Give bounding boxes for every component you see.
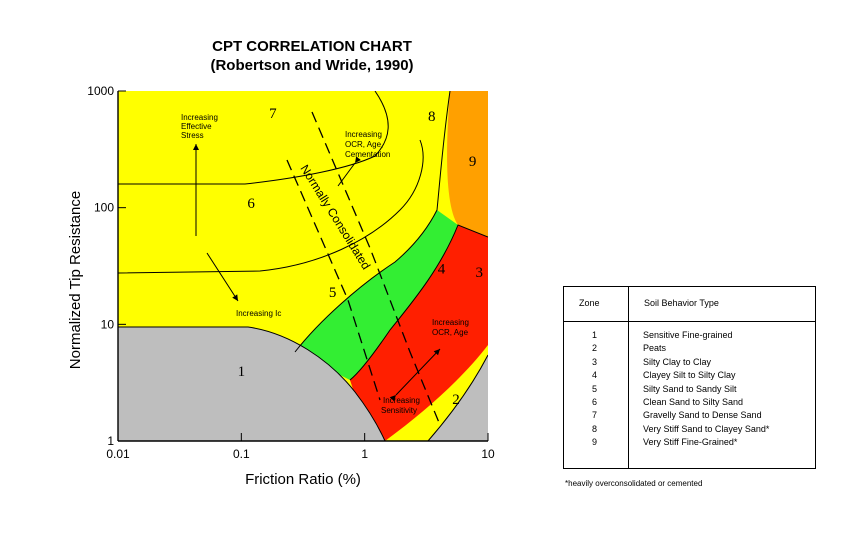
- x-tick-label: 0.01: [106, 447, 130, 461]
- legend-zone: 5: [592, 383, 598, 394]
- x-ticks: 0.01 0.1 1 10: [106, 433, 495, 461]
- zone-label-1: 1: [238, 364, 246, 380]
- zone-4-area: [295, 210, 458, 380]
- note-sensitivity-1: Increasing: [383, 396, 420, 405]
- note-ocr-age-cementation-3: Cementation: [345, 150, 390, 159]
- soil-behavior-legend: Zone Soil Behavior Type 1 Sensitive Fine-…: [563, 286, 816, 469]
- legend-row: 8 Very Stiff Sand to Clayey Sand*: [564, 424, 815, 437]
- axes: 0.01 0.1 1 10 1 10 100 1000: [87, 84, 495, 461]
- legend-soil-type: Gravelly Sand to Dense Sand: [643, 410, 762, 421]
- legend-soil-type: Sensitive Fine-grained: [643, 330, 733, 340]
- legend-row: 5 Silty Sand to Sandy Silt: [564, 384, 815, 397]
- legend-soil-type: Very Stiff Fine-Grained*: [643, 437, 738, 448]
- legend-col-type: Soil Behavior Type: [644, 298, 719, 308]
- x-tick-label: 0.1: [233, 447, 250, 461]
- legend-row: 1 Sensitive Fine-grained: [564, 330, 815, 343]
- legend-zone: 8: [592, 423, 598, 434]
- note-ocr-age-cementation-1: Increasing: [345, 130, 382, 139]
- zone-1-area: [118, 327, 385, 441]
- y-axis-label: Normalized Tip Resistance: [67, 191, 84, 369]
- zone-label-6: 6: [247, 196, 255, 212]
- y-tick-label: 1: [107, 434, 114, 448]
- legend-row: 3 Silty Clay to Clay: [564, 357, 815, 370]
- legend-zone: 1: [592, 330, 598, 340]
- arrow-sensitivity-ocr: [389, 348, 441, 402]
- note-effective-stress-3: Stress: [181, 131, 204, 140]
- zone-label-4: 4: [438, 262, 446, 278]
- x-tick-label: 1: [361, 447, 368, 461]
- legend-divider: [628, 287, 629, 468]
- arrow-ocr-age-cementation: [337, 156, 361, 187]
- legend-row: 9 Very Stiff Fine-Grained*: [564, 437, 815, 450]
- legend-soil-type: Silty Sand to Sandy Silt: [643, 383, 737, 394]
- legend-zone: 4: [592, 370, 598, 381]
- legend-col-zone: Zone: [579, 298, 600, 308]
- legend-soil-type: Very Stiff Sand to Clayey Sand*: [643, 423, 770, 434]
- zone-label-7: 7: [269, 106, 277, 122]
- zone-label-3: 3: [476, 265, 484, 281]
- legend-soil-type: Silty Clay to Clay: [643, 356, 712, 367]
- legend-zone: 7: [592, 410, 598, 421]
- legend-row: 2 Peats: [564, 343, 815, 356]
- legend-soil-type: Clayey Silt to Silty Clay: [643, 370, 736, 381]
- legend-soil-type: Clean Sand to Silty Sand: [643, 396, 744, 407]
- zone-9-area: [447, 91, 488, 237]
- zones: [118, 91, 488, 441]
- chart-title: CPT CORRELATION CHART: [212, 38, 412, 55]
- x-axis-label: Friction Ratio (%): [245, 471, 361, 488]
- y-tick-label: 10: [101, 317, 115, 331]
- legend-row: 6 Clean Sand to Silty Sand: [564, 397, 815, 410]
- zone-label-5: 5: [329, 285, 337, 301]
- zone-numbers: 1 2 3 4 5 6 7 8 9: [238, 106, 483, 408]
- legend-header: Zone Soil Behavior Type: [564, 287, 815, 322]
- arrows: [193, 144, 441, 402]
- legend-zone: 2: [592, 343, 598, 354]
- legend-zone: 6: [592, 396, 598, 407]
- note-effective-stress-2: Effective: [181, 122, 212, 131]
- note-ocr-age-1: Increasing: [432, 318, 469, 327]
- note-ic: Increasing Ic: [236, 309, 281, 318]
- legend-footnote: *heavily overconsolidated or cemented: [565, 479, 703, 488]
- zone-3-area: [350, 225, 488, 441]
- note-sensitivity-2: Sensitivity: [381, 406, 417, 415]
- zone-label-8: 8: [428, 109, 436, 125]
- legend-soil-type: Peats: [643, 343, 667, 354]
- note-ocr-age-2: OCR, Age: [432, 328, 469, 337]
- zone-2-area: [428, 355, 488, 441]
- zone-label-2: 2: [452, 392, 460, 408]
- legend-rows: 1 Sensitive Fine-grained 2 Peats 3 Silty Clay…: [564, 330, 815, 451]
- note-ocr-age-cementation-2: OCR, Age,: [345, 140, 383, 149]
- y-ticks: 1 10 100 1000: [87, 84, 126, 448]
- zone-label-9: 9: [469, 154, 477, 170]
- chart-subtitle: (Robertson and Wride, 1990): [210, 57, 413, 74]
- legend-zone: 3: [592, 356, 598, 367]
- y-tick-label: 1000: [87, 84, 114, 98]
- note-effective-stress-1: Increasing: [181, 113, 218, 122]
- legend-row: 4 Clayey Silt to Silty Clay: [564, 370, 815, 383]
- arrow-ic: [206, 252, 239, 302]
- legend-zone: 9: [592, 437, 598, 448]
- zone-boundaries: [118, 91, 488, 441]
- y-tick-label: 100: [94, 201, 114, 215]
- legend-row: 7 Gravelly Sand to Dense Sand: [564, 410, 815, 423]
- x-tick-label: 10: [481, 447, 495, 461]
